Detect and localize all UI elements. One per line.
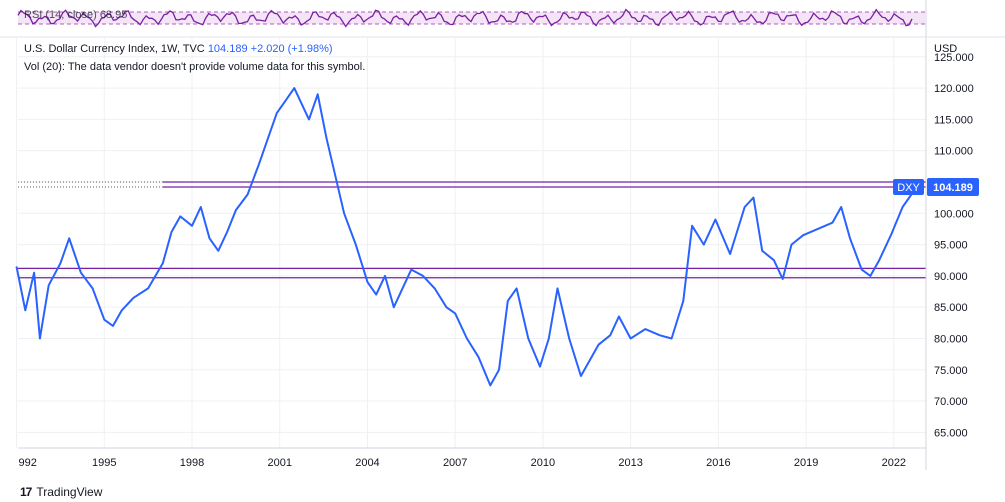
y-tick-label: 100.000 [934, 208, 974, 220]
volume-note: Vol (20): The data vendor doesn't provid… [24, 61, 366, 73]
price-tags: DXY 104.189 [893, 178, 979, 197]
y-tick-label: 95.000 [934, 240, 968, 252]
x-tick-label: 2013 [618, 457, 642, 469]
symbol-legend: U.S. Dollar Currency Index, 1W, TVC 104.… [24, 43, 333, 55]
rsi-value: 68.95 [99, 9, 128, 21]
currency-label: USD [934, 43, 958, 55]
y-tick-label: 110.000 [934, 146, 973, 158]
y-tick-label: 90.000 [934, 271, 968, 283]
price-axis[interactable]: 65.000 70.000 75.000 80.000 85.000 90.000 95.0… [925, 0, 974, 470]
volume-legend: Vol (20): The data vendor doesn't provid… [24, 61, 365, 73]
x-tick-label: 2022 [882, 457, 906, 469]
x-tick-label: 2019 [794, 457, 818, 469]
y-tick-label: 80.000 [934, 333, 968, 345]
x-tick-label: 2004 [355, 457, 379, 469]
rsi-line [17, 8, 913, 28]
y-tick-label: 125.000 [934, 52, 974, 64]
rsi-band-fill [18, 12, 926, 24]
price-series [15, 87, 921, 387]
y-tick-label: 70.000 [934, 396, 968, 408]
tradingview-brand[interactable]: 17 TradingView [20, 485, 102, 499]
x-tick-label: 992 [19, 457, 37, 469]
x-tick-label: 2001 [267, 457, 291, 469]
last-value: 104.189 [207, 43, 248, 55]
chart-grid [16, 38, 926, 448]
tradingview-logo-icon: 17 [20, 485, 32, 499]
rsi-pane [0, 8, 1005, 38]
rsi-label: RSI (14, close) [24, 9, 97, 21]
ticker-tag-bg [893, 179, 924, 196]
y-tick-label: 75.000 [934, 365, 968, 377]
price-tag-bg [927, 178, 979, 197]
symbol-name: U.S. Dollar Currency Index, 1W, TVC [24, 43, 205, 55]
x-tick-label: 2007 [443, 457, 467, 469]
x-tick-label: 1998 [180, 457, 204, 469]
y-tick-label: 115.000 [934, 114, 973, 126]
x-tick-label: 2010 [531, 457, 555, 469]
y-tick-label: 120.000 [934, 83, 974, 95]
brand-label: TradingView [36, 485, 103, 499]
rsi-legend: RSI (14, close) 68.95 [24, 9, 127, 21]
y-tick-label: 85.000 [934, 302, 968, 314]
price-tag-label: 104.189 [933, 182, 973, 194]
horizontal-levels [18, 181, 926, 279]
dxy-line [15, 87, 921, 387]
time-axis[interactable]: 992 1995 1998 2001 2004 2007 2010 2013 2016 2019 2… [18, 447, 926, 469]
x-tick-label: 2016 [706, 457, 730, 469]
y-tick-label: 65.000 [934, 427, 968, 439]
x-tick-label: 1995 [92, 457, 116, 469]
ticker-tag-label: DXY [897, 182, 920, 194]
change-value: +2.020 (+1.98%) [250, 43, 333, 55]
